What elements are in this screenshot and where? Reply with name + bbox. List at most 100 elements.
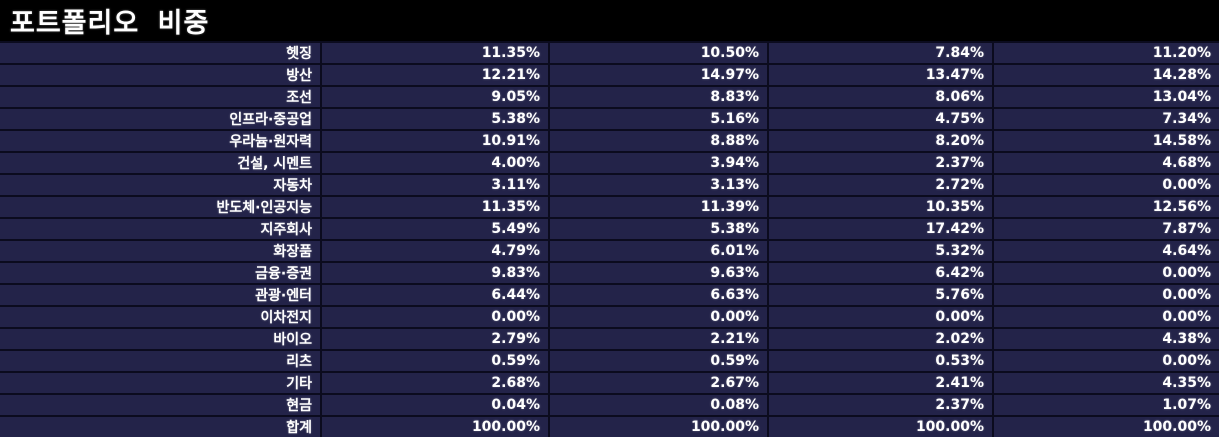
value-cell[interactable]: 0.00% (992, 263, 1219, 283)
value-cell[interactable]: 8.06% (767, 87, 992, 107)
row-label-cell[interactable]: 바이오 (273, 332, 312, 348)
table-row: 건설, 시멘트 4.00% 3.94% 2.37% 4.68% (0, 151, 1219, 173)
row-label-cell[interactable]: 관광·엔터 (255, 288, 312, 304)
value-cell[interactable]: 2.41% (767, 373, 992, 393)
page-title: 포트폴리오 비중 (10, 8, 210, 39)
value-cell[interactable]: 0.59% (548, 351, 767, 371)
value-cell[interactable]: 100.00% (548, 417, 767, 437)
value-cell[interactable]: 0.59% (320, 351, 548, 371)
value-cell[interactable]: 8.20% (767, 131, 992, 151)
value-cell[interactable]: 3.13% (548, 175, 767, 195)
value-cell[interactable]: 14.58% (992, 131, 1219, 151)
value-cell[interactable]: 5.32% (767, 241, 992, 261)
value-cell[interactable]: 0.00% (992, 285, 1219, 305)
value-cell[interactable]: 2.72% (767, 175, 992, 195)
row-label-cell[interactable]: 지주회사 (260, 222, 312, 238)
value-cell[interactable]: 100.00% (767, 417, 992, 437)
value-cell[interactable]: 3.11% (320, 175, 548, 195)
value-cell[interactable]: 9.63% (548, 263, 767, 283)
value-cell[interactable]: 7.87% (992, 219, 1219, 239)
row-label-cell[interactable]: 기타 (286, 376, 312, 392)
value-cell[interactable]: 6.42% (767, 263, 992, 283)
value-cell[interactable]: 13.04% (992, 87, 1219, 107)
table-row: 바이오 2.79% 2.21% 2.02% 4.38% (0, 327, 1219, 349)
table-row: 지주회사 5.49% 5.38% 17.42% 7.87% (0, 217, 1219, 239)
row-label-cell[interactable]: 조선 (286, 90, 312, 106)
value-cell[interactable]: 0.04% (320, 395, 548, 415)
table-row: 반도체·인공지능 11.35% 11.39% 10.35% 12.56% (0, 195, 1219, 217)
value-cell[interactable]: 7.84% (767, 43, 992, 63)
value-cell[interactable]: 4.38% (992, 329, 1219, 349)
value-cell[interactable]: 1.07% (992, 395, 1219, 415)
row-label-cell[interactable]: 반도체·인공지능 (216, 200, 312, 216)
value-cell[interactable]: 8.83% (548, 87, 767, 107)
value-cell[interactable]: 6.01% (548, 241, 767, 261)
value-cell[interactable]: 0.00% (767, 307, 992, 327)
value-cell[interactable]: 0.00% (992, 175, 1219, 195)
row-label-cell[interactable]: 금융·증권 (255, 266, 312, 282)
value-cell[interactable]: 13.47% (767, 65, 992, 85)
value-cell[interactable]: 12.56% (992, 197, 1219, 217)
value-cell[interactable]: 5.49% (320, 219, 548, 239)
row-label-cell[interactable]: 우라늄·원자력 (229, 134, 312, 150)
row-label-cell[interactable]: 화장품 (273, 244, 312, 260)
value-cell[interactable]: 10.91% (320, 131, 548, 151)
value-cell[interactable]: 2.37% (767, 153, 992, 173)
row-label-cell[interactable]: 건설, 시멘트 (237, 156, 312, 172)
value-cell[interactable]: 11.35% (320, 43, 548, 63)
row-label-cell[interactable]: 이차전지 (260, 310, 312, 326)
row-label-cell[interactable]: 현금 (286, 398, 312, 414)
value-cell[interactable]: 9.83% (320, 263, 548, 283)
value-cell[interactable]: 0.53% (767, 351, 992, 371)
value-cell[interactable]: 4.79% (320, 241, 548, 261)
value-cell[interactable]: 5.38% (320, 109, 548, 129)
value-cell[interactable]: 4.75% (767, 109, 992, 129)
value-cell[interactable]: 8.88% (548, 131, 767, 151)
value-cell[interactable]: 0.08% (548, 395, 767, 415)
value-cell[interactable]: 11.39% (548, 197, 767, 217)
value-cell[interactable]: 10.50% (548, 43, 767, 63)
row-label-cell[interactable]: 인프라·중공업 (229, 112, 312, 128)
value-cell[interactable]: 11.35% (320, 197, 548, 217)
value-cell[interactable]: 0.00% (320, 307, 548, 327)
value-cell[interactable]: 4.35% (992, 373, 1219, 393)
value-cell[interactable]: 3.94% (548, 153, 767, 173)
value-cell[interactable]: 14.28% (992, 65, 1219, 85)
value-cell[interactable]: 14.97% (548, 65, 767, 85)
value-cell[interactable]: 5.76% (767, 285, 992, 305)
value-cell[interactable]: 11.20% (992, 43, 1219, 63)
value-cell[interactable]: 4.64% (992, 241, 1219, 261)
value-cell[interactable]: 0.00% (992, 307, 1219, 327)
value-cell[interactable]: 2.67% (548, 373, 767, 393)
value-cell[interactable]: 4.68% (992, 153, 1219, 173)
title-bar: 포트폴리오 비중 (0, 0, 1219, 41)
value-cell[interactable]: 0.00% (548, 307, 767, 327)
value-cell[interactable]: 4.00% (320, 153, 548, 173)
table-row: 현금 0.04% 0.08% 2.37% 1.07% (0, 393, 1219, 415)
value-cell[interactable]: 7.34% (992, 109, 1219, 129)
row-label-cell[interactable]: 헷징 (286, 46, 312, 62)
row-label-cell[interactable]: 자동차 (273, 178, 312, 194)
value-cell[interactable]: 10.35% (767, 197, 992, 217)
value-cell[interactable]: 12.21% (320, 65, 548, 85)
value-cell[interactable]: 5.38% (548, 219, 767, 239)
row-label-cell[interactable]: 방산 (286, 68, 312, 84)
value-cell[interactable]: 9.05% (320, 87, 548, 107)
value-cell[interactable]: 2.02% (767, 329, 992, 349)
value-cell[interactable]: 100.00% (992, 417, 1219, 437)
row-label-cell[interactable]: 합계 (286, 420, 312, 436)
value-cell[interactable]: 2.21% (548, 329, 767, 349)
value-cell[interactable]: 0.00% (992, 351, 1219, 371)
value-cell[interactable]: 2.68% (320, 373, 548, 393)
value-cell[interactable]: 2.37% (767, 395, 992, 415)
table-row: 이차전지 0.00% 0.00% 0.00% 0.00% (0, 305, 1219, 327)
value-cell[interactable]: 5.16% (548, 109, 767, 129)
value-cell[interactable]: 2.79% (320, 329, 548, 349)
row-label-cell[interactable]: 리츠 (286, 354, 312, 370)
table-row: 인프라·중공업 5.38% 5.16% 4.75% 7.34% (0, 107, 1219, 129)
value-cell[interactable]: 6.63% (548, 285, 767, 305)
value-cell[interactable]: 6.44% (320, 285, 548, 305)
value-cell[interactable]: 100.00% (320, 417, 548, 437)
value-cell[interactable]: 17.42% (767, 219, 992, 239)
